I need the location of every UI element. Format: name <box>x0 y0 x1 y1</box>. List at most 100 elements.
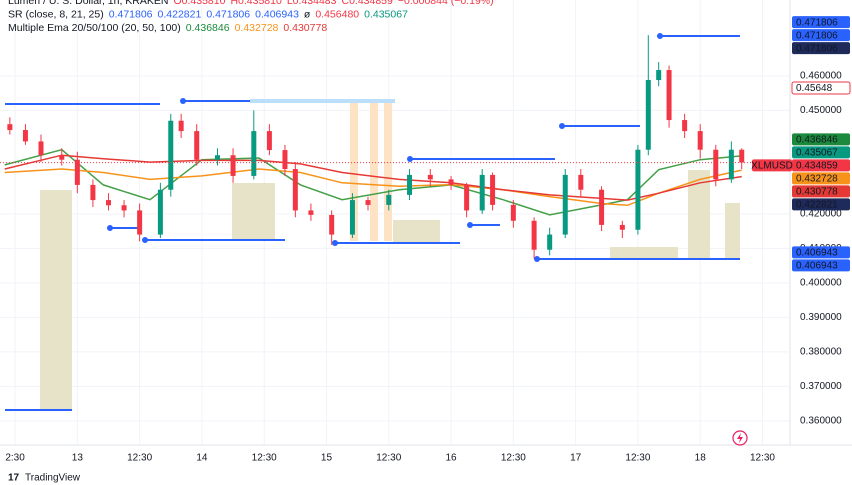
legend-item: H0.435810 <box>230 0 282 7</box>
zone <box>688 170 710 259</box>
candle-body <box>562 174 568 235</box>
x-tick-label: 15 <box>321 453 333 464</box>
zone <box>40 190 72 410</box>
price-label: 0.45648 <box>796 83 833 94</box>
candle-body <box>137 210 143 235</box>
legend-item: 0.422821 <box>158 8 202 20</box>
sr-dot <box>407 156 413 162</box>
candle-body <box>178 120 184 132</box>
candle-body <box>266 131 272 151</box>
candle-body <box>22 130 28 142</box>
candle-body <box>739 149 745 163</box>
price-label: 0.471806 <box>796 30 838 41</box>
sr-dot <box>332 240 338 246</box>
candle-body <box>157 189 163 235</box>
sr-dot <box>107 225 113 231</box>
x-tick-label: 12:30 <box>376 453 401 464</box>
price-label: 0.406943 <box>796 248 838 259</box>
candle-body <box>599 189 605 225</box>
legend-line: Lumen / U. S. Dollar, 1h, KRAKEN O0.43581… <box>8 0 494 7</box>
candle-body <box>105 200 111 206</box>
candle-body <box>329 214 335 235</box>
sr-dot <box>180 98 186 104</box>
price-label-box <box>792 146 850 159</box>
candle-body <box>214 155 220 160</box>
candle-body <box>38 141 44 156</box>
sr-zones <box>40 99 740 410</box>
legend-item: C0.434859 <box>341 0 393 7</box>
candle-body <box>464 184 470 211</box>
x-tick-label: 2:30 <box>5 453 25 464</box>
candle-body <box>490 174 496 205</box>
y-tick-label: 0.460000 <box>800 71 842 82</box>
candle-body <box>547 234 553 250</box>
candle-body <box>427 174 433 180</box>
legend-line: SR (close, 8, 21, 25) 0.471806 0.422821 0.4… <box>8 8 408 20</box>
legend-item: 0.435067 <box>364 8 408 20</box>
sr-dot <box>559 123 565 129</box>
price-label: 0.434859 <box>796 160 838 171</box>
legend-item: O0.435810 <box>173 0 225 7</box>
legend-line: Multiple Ema 20/50/100 (20, 50, 100) 0.43… <box>8 22 327 34</box>
legend-item: 0.430778 <box>283 22 327 34</box>
price-label-box <box>792 259 850 272</box>
zone <box>370 101 378 241</box>
candle-body <box>635 149 641 230</box>
x-tick-label: 12:30 <box>252 453 277 464</box>
candle-body <box>230 155 236 176</box>
price-label: 0.432728 <box>796 173 838 184</box>
x-tick-label: 12:30 <box>127 453 152 464</box>
bolt-icon <box>732 430 748 446</box>
y-tick-label: 0.370000 <box>800 381 842 392</box>
x-tick-label: 12:30 <box>750 453 775 464</box>
candle-body <box>365 200 371 205</box>
candle-body <box>349 200 355 235</box>
candle-body <box>168 120 174 190</box>
candle-body <box>386 194 392 205</box>
y-tick-label: 0.400000 <box>800 278 842 289</box>
y-tick-label: 0.450000 <box>800 105 842 116</box>
x-tick-label: 12:30 <box>625 453 650 464</box>
legend-item: 0.406943 <box>255 8 299 20</box>
zone <box>250 99 395 103</box>
brand-icon: 17 <box>8 473 20 484</box>
candle-body <box>407 174 413 195</box>
x-tick-label: 14 <box>196 453 208 464</box>
candle-body <box>656 70 662 81</box>
legend-item: 0.456480 <box>315 8 359 20</box>
price-label-box <box>792 16 850 29</box>
candle-body <box>121 205 127 211</box>
legend-item: Lumen / U. S. Dollar, 1h, KRAKEN <box>8 0 168 7</box>
candle-body <box>682 120 688 132</box>
candle-body <box>74 159 80 185</box>
price-label-box <box>792 133 850 146</box>
price-label-box <box>792 29 850 42</box>
price-label-box <box>792 42 850 55</box>
price-label: 0.422821 <box>796 199 838 210</box>
brand: 17 TradingView <box>8 473 81 484</box>
candle-body <box>666 70 672 121</box>
price-label-box <box>792 198 850 211</box>
price-label-box <box>792 159 850 172</box>
candle-body <box>308 210 314 215</box>
x-tick-label: 16 <box>445 453 457 464</box>
price-label-box <box>792 185 850 198</box>
symbol-tag: XLMUSD <box>751 160 793 171</box>
y-tick-label: 0.360000 <box>800 415 842 426</box>
y-tick-label: 0.380000 <box>800 347 842 358</box>
price-label-box <box>792 246 850 259</box>
price-label: 0.471806 <box>796 43 838 54</box>
sr-dots <box>107 33 663 262</box>
x-tick-label: 17 <box>570 453 582 464</box>
candle-body <box>194 131 200 160</box>
price-label: 0.436846 <box>796 134 838 145</box>
legend-item: 0.471806 <box>109 8 153 20</box>
candle-body <box>728 149 734 180</box>
y-tick-label: 0.390000 <box>800 312 842 323</box>
candle-body <box>479 174 485 211</box>
legend-item: Multiple Ema 20/50/100 (20, 50, 100) <box>8 22 181 34</box>
zone <box>393 220 440 243</box>
sr-dot <box>657 33 663 39</box>
candle-body <box>531 220 537 250</box>
